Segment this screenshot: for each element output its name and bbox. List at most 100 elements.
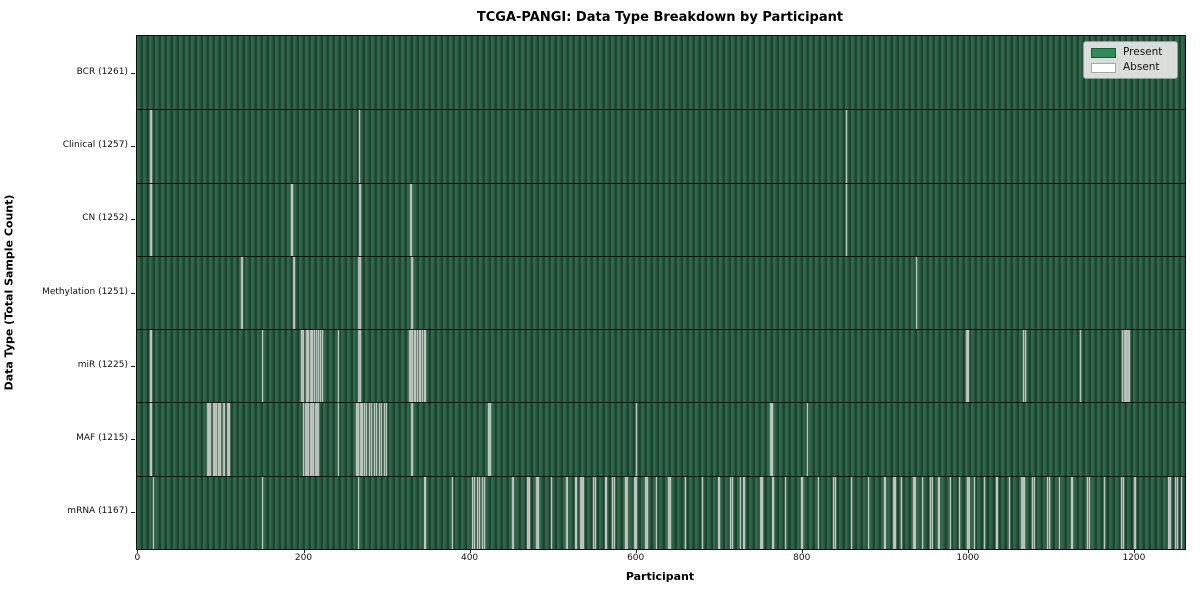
absent-mark xyxy=(656,475,658,549)
legend-swatch-icon xyxy=(1091,47,1116,58)
absent-mark xyxy=(214,402,216,476)
absent-mark xyxy=(565,475,567,549)
absent-mark xyxy=(337,402,340,476)
legend: Present Absent xyxy=(1083,41,1178,79)
absent-mark xyxy=(938,475,940,549)
absent-mark xyxy=(1058,475,1061,549)
x-tick-label: 400 xyxy=(460,553,479,563)
absent-mark xyxy=(411,255,414,330)
absent-mark xyxy=(1088,475,1090,549)
y-tick-mark xyxy=(131,439,135,441)
absent-mark xyxy=(150,402,152,476)
absent-mark xyxy=(218,402,220,476)
absent-mark xyxy=(356,402,358,476)
absent-mark xyxy=(513,475,515,549)
x-tick-label: 0 xyxy=(134,553,141,563)
x-tick-label: 800 xyxy=(793,553,811,563)
absent-mark xyxy=(357,475,360,549)
legend-label: Present xyxy=(1123,46,1163,58)
absent-mark xyxy=(301,329,303,403)
absent-mark xyxy=(527,475,529,549)
absent-mark xyxy=(419,329,421,403)
absent-mark xyxy=(1033,475,1036,549)
absent-mark xyxy=(150,182,152,256)
row-clinical xyxy=(137,109,1185,183)
absent-mark xyxy=(359,255,361,330)
absent-mark xyxy=(215,402,218,476)
x-tick-label: 600 xyxy=(627,553,645,563)
row-methylation xyxy=(137,255,1185,330)
absent-mark xyxy=(900,475,903,549)
absent-mark xyxy=(579,475,581,549)
absent-mark xyxy=(581,475,583,549)
row-separator xyxy=(137,402,1185,404)
x-tick-mark xyxy=(469,549,471,553)
absent-mark xyxy=(410,182,412,256)
absent-mark xyxy=(307,329,309,403)
absent-mark xyxy=(359,182,361,256)
absent-mark xyxy=(386,402,388,476)
absent-mark xyxy=(759,475,762,549)
absent-mark xyxy=(306,402,308,476)
absent-mark xyxy=(930,475,932,549)
absent-mark xyxy=(359,329,361,403)
absent-mark xyxy=(967,329,969,403)
absent-mark xyxy=(1121,329,1124,403)
absent-mark xyxy=(313,329,316,403)
absent-mark xyxy=(303,402,305,476)
x-tick-mark xyxy=(635,549,637,553)
absent-mark xyxy=(535,475,537,549)
absent-mark xyxy=(1023,475,1026,549)
y-tick-mark xyxy=(131,512,135,514)
absent-mark xyxy=(1103,475,1105,549)
absent-mark xyxy=(484,475,486,549)
absent-mark xyxy=(1121,475,1123,549)
x-tick-label: 200 xyxy=(294,553,313,563)
absent-mark xyxy=(613,475,615,549)
absent-mark xyxy=(357,255,360,330)
absent-mark xyxy=(424,329,426,403)
absent-mark xyxy=(476,475,478,549)
absent-mark xyxy=(293,255,296,330)
absent-mark xyxy=(851,475,853,549)
absent-mark xyxy=(408,329,410,403)
absent-mark xyxy=(411,329,414,403)
absent-mark xyxy=(150,329,152,403)
legend-label: Absent xyxy=(1123,61,1160,73)
absent-mark xyxy=(670,475,672,549)
absent-mark xyxy=(635,475,637,549)
absent-mark xyxy=(151,109,153,183)
absent-mark xyxy=(411,182,413,256)
row-maf xyxy=(137,402,1185,476)
y-tick-label: Clinical (1257) xyxy=(62,139,128,150)
absent-mark xyxy=(368,402,370,476)
absent-mark xyxy=(304,402,307,476)
absent-mark xyxy=(318,402,320,476)
absent-mark xyxy=(626,475,629,549)
x-tick-label: 1200 xyxy=(1122,553,1146,563)
x-tick-mark xyxy=(967,549,969,553)
absent-mark xyxy=(612,475,614,549)
absent-mark xyxy=(474,475,476,549)
y-tick-mark xyxy=(131,219,135,221)
absent-mark xyxy=(363,402,365,476)
absent-mark xyxy=(316,402,318,476)
row-separator xyxy=(137,329,1185,331)
absent-mark xyxy=(959,475,961,549)
absent-mark xyxy=(1071,475,1073,549)
row-separator xyxy=(137,182,1185,184)
absent-mark xyxy=(359,402,361,476)
absent-mark xyxy=(1022,475,1024,549)
absent-mark xyxy=(592,475,595,549)
absent-mark xyxy=(411,402,413,476)
absent-mark xyxy=(969,475,971,549)
absent-mark xyxy=(228,402,230,476)
absent-mark xyxy=(361,402,363,476)
absent-mark xyxy=(222,402,224,476)
absent-mark xyxy=(311,402,313,476)
absent-mark xyxy=(358,255,361,330)
absent-mark xyxy=(718,475,720,549)
absent-mark xyxy=(575,475,577,549)
absent-mark xyxy=(357,402,360,476)
absent-mark xyxy=(1008,475,1011,549)
